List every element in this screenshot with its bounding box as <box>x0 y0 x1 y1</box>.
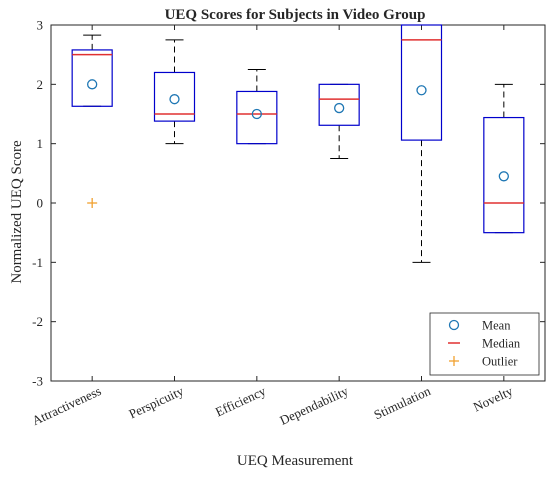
box-dependability <box>318 83 360 126</box>
mean-marker <box>251 108 262 120</box>
box-novelty <box>483 116 525 234</box>
box-attractiveness <box>71 49 113 107</box>
legend-entry-mean: Mean <box>482 319 511 333</box>
x-tick-label: Novelty <box>471 383 516 415</box>
legend: Mean Median Outlier <box>429 312 540 376</box>
mean-marker <box>498 171 509 182</box>
x-tick-label: Stimulation <box>371 383 433 422</box>
y-tick-label: -2 <box>32 314 43 329</box>
y-tick-label: 0 <box>37 196 44 211</box>
x-tick-label: Attractiveness <box>30 383 104 428</box>
y-axis-label: Normalized UEQ Score <box>9 140 25 284</box>
x-tick-label: Dependability <box>277 383 351 428</box>
y-tick-label: 3 <box>37 18 44 33</box>
x-tick-label: Efficiency <box>213 383 269 420</box>
box-stimulation <box>400 24 443 141</box>
chart-title: UEQ Scores for Subjects in Video Group <box>165 7 426 23</box>
legend-entry-median: Median <box>482 337 521 351</box>
y-tick-label: -3 <box>32 374 43 389</box>
y-tick-label: -1 <box>32 255 43 270</box>
mean-marker <box>87 79 98 90</box>
box-efficiency <box>236 90 278 145</box>
legend-box <box>429 312 540 376</box>
y-tick-label: 2 <box>37 77 44 92</box>
mean-marker <box>169 94 180 105</box>
x-axis-label: UEQ Measurement <box>237 453 354 469</box>
legend-entry-outlier: Outlier <box>482 355 518 369</box>
mean-marker <box>416 85 427 96</box>
outlier-marker <box>87 198 98 208</box>
box-perspicuity <box>153 71 196 122</box>
y-tick-label: 1 <box>37 136 44 151</box>
legend-mean-swatch <box>448 319 460 331</box>
mean-marker <box>334 102 345 114</box>
x-tick-label: Perspicuity <box>126 383 186 422</box>
